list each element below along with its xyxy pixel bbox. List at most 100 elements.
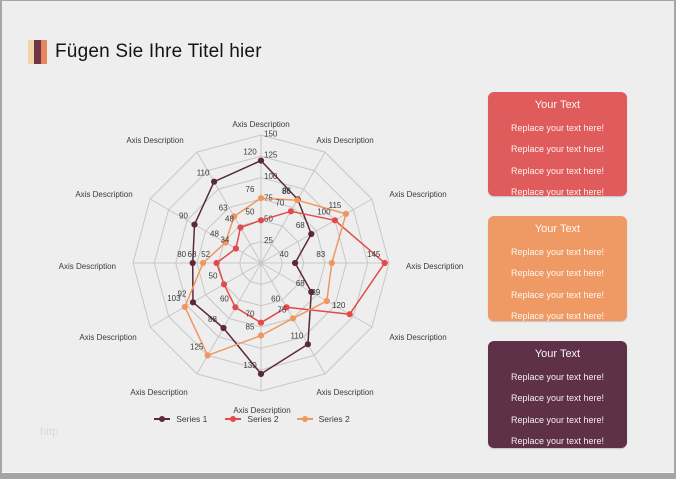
axis-label: Axis Description bbox=[126, 136, 183, 145]
data-label: 88 bbox=[208, 315, 217, 324]
data-label: 48 bbox=[225, 215, 234, 224]
title-bars-icon bbox=[28, 40, 47, 64]
panel-line[interactable]: Replace your text here! bbox=[510, 311, 605, 321]
data-point bbox=[292, 259, 299, 267]
data-label: 100 bbox=[317, 207, 331, 216]
data-label: 83 bbox=[316, 250, 325, 259]
data-point bbox=[308, 230, 315, 238]
legend-label: Series 2 bbox=[247, 414, 279, 424]
axis-label: Axis Description bbox=[79, 333, 136, 342]
grid-spoke bbox=[149, 262, 262, 328]
panel-title[interactable]: Your Text bbox=[534, 223, 581, 235]
data-label: 130 bbox=[243, 361, 257, 370]
data-label: 120 bbox=[332, 301, 346, 310]
axis-label: Axis Description bbox=[59, 262, 116, 271]
panel-line[interactable]: Replace your text here! bbox=[510, 393, 605, 403]
axis-label: Axis Description bbox=[316, 388, 373, 397]
panel-title[interactable]: Your Text bbox=[534, 99, 581, 111]
data-label: 52 bbox=[201, 250, 210, 259]
data-point bbox=[328, 259, 335, 267]
data-label: 68 bbox=[296, 279, 305, 288]
data-label: 115 bbox=[329, 201, 342, 210]
panel-line[interactable]: Replace your text here! bbox=[510, 165, 605, 176]
data-label: 92 bbox=[178, 289, 187, 298]
text-panel[interactable]: Your Text Replace your text here! Replace… bbox=[488, 216, 627, 321]
data-label: 86 bbox=[282, 186, 291, 195]
grid-spoke bbox=[260, 262, 373, 328]
data-point bbox=[191, 221, 198, 228]
data-label: 75 bbox=[278, 305, 287, 314]
data-label: 50 bbox=[209, 271, 218, 280]
tick-label: 150 bbox=[264, 129, 278, 138]
data-label: 70 bbox=[275, 198, 284, 207]
axis-label: Axis Description bbox=[233, 406, 290, 415]
axis-label: Axis Description bbox=[75, 190, 132, 199]
axis-label: Axis Description bbox=[389, 190, 446, 199]
panel-line[interactable]: Replace your text here! bbox=[510, 268, 605, 278]
data-label: 89 bbox=[311, 288, 320, 297]
panel-line[interactable]: Replace your text here! bbox=[510, 122, 605, 133]
data-point bbox=[231, 213, 238, 220]
page-title[interactable]: Fügen Sie Ihre Titel hier bbox=[55, 41, 262, 62]
data-point bbox=[213, 259, 220, 267]
data-label: 68 bbox=[188, 250, 197, 259]
data-label: 85 bbox=[246, 323, 255, 332]
text-panel[interactable]: Your Text Replace your text here! Replace… bbox=[488, 92, 627, 197]
data-point bbox=[199, 259, 207, 267]
tick-label: 100 bbox=[264, 172, 278, 181]
data-point bbox=[222, 239, 229, 246]
data-point bbox=[304, 341, 311, 348]
legend-marker-icon bbox=[296, 416, 313, 422]
grid-spoke bbox=[260, 151, 326, 264]
panel-line[interactable]: Replace your text here! bbox=[510, 246, 605, 257]
data-point bbox=[283, 304, 290, 311]
data-point bbox=[232, 304, 239, 311]
tick-label: 50 bbox=[264, 215, 273, 224]
data-label: 70 bbox=[246, 310, 255, 319]
data-label: 76 bbox=[246, 185, 255, 194]
data-label: 85 bbox=[282, 187, 291, 196]
text-panel[interactable]: Your Text Replace your text here! Replace… bbox=[488, 341, 627, 448]
legend-item[interactable]: Series 1 bbox=[154, 414, 207, 424]
data-point bbox=[257, 157, 265, 164]
data-point bbox=[257, 195, 265, 202]
legend-item[interactable]: Series 2 bbox=[296, 414, 350, 424]
panel-line[interactable]: Replace your text here! bbox=[510, 371, 605, 382]
watermark: http bbox=[40, 426, 59, 438]
data-label: 110 bbox=[291, 331, 304, 340]
header: Fügen Sie Ihre Titel hier bbox=[28, 39, 262, 65]
icon-bar-right bbox=[40, 40, 47, 64]
panel-line[interactable]: Replace your text here! bbox=[510, 289, 605, 300]
panel-line[interactable]: Replace your text here! bbox=[510, 414, 605, 425]
panel-title[interactable]: Your Text bbox=[534, 348, 581, 360]
data-point bbox=[220, 324, 227, 332]
legend-label: Series 2 bbox=[318, 414, 350, 424]
data-label: 60 bbox=[271, 294, 280, 303]
data-label: 68 bbox=[296, 221, 305, 230]
panel-line[interactable]: Replace your text here! bbox=[510, 144, 605, 154]
data-point bbox=[342, 210, 350, 217]
chart-legend: Series 1 Series 2 Series 2 bbox=[32, 414, 472, 424]
data-point bbox=[204, 352, 211, 359]
panel-line[interactable]: Replace your text here! bbox=[510, 436, 605, 446]
data-point bbox=[346, 311, 353, 318]
data-label: 48 bbox=[210, 230, 219, 239]
data-point bbox=[257, 332, 265, 339]
axis-label: Axis Description bbox=[316, 136, 373, 145]
data-point bbox=[381, 259, 388, 267]
data-point bbox=[237, 224, 244, 231]
data-label: 34 bbox=[220, 236, 229, 245]
data-point bbox=[257, 217, 265, 224]
data-point bbox=[331, 217, 338, 224]
panel-line[interactable]: Replace your text here! bbox=[510, 187, 605, 197]
legend-item[interactable]: Series 2 bbox=[225, 414, 279, 424]
data-point bbox=[323, 297, 330, 305]
radar-chart-area[interactable]: 25 50 75 100 125 150 Axis Description Axis Desc… bbox=[32, 101, 472, 421]
data-label: 110 bbox=[197, 169, 210, 178]
data-point bbox=[257, 370, 265, 377]
tick-label: 125 bbox=[264, 151, 278, 160]
data-label: 103 bbox=[167, 294, 181, 303]
grid-spoke bbox=[260, 198, 373, 264]
